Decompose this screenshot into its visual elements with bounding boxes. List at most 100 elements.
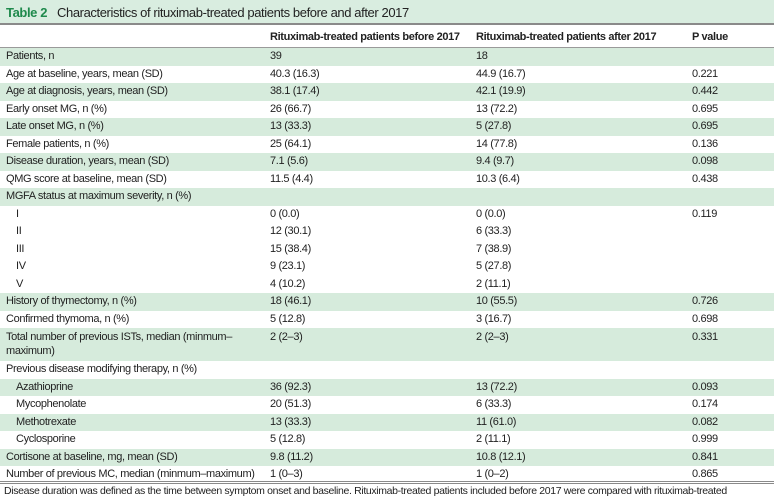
row-label: V [16, 277, 23, 290]
table-row: Age at diagnosis, years, mean (SD) 38.1 (… [0, 83, 774, 101]
table-row: Cyclosporine 5 (12.8) 2 (11.1) 0.999 [0, 431, 774, 449]
p-value: 0.438 [692, 172, 718, 185]
p-value: 0.136 [692, 137, 718, 150]
row-label: Age at baseline, years, mean (SD) [6, 67, 163, 80]
value-after-2017: 10.3 (6.4) [476, 172, 520, 185]
row-label: Confirmed thymoma, n (%) [6, 312, 130, 325]
value-after-2017: 7 (38.9) [476, 242, 512, 255]
value-before-2017: 1 (0–3) [270, 468, 303, 480]
value-before-2017: 38.1 (17.4) [270, 83, 476, 101]
row-label: II [16, 225, 22, 237]
p-value: 0.093 [692, 378, 774, 396]
row-label: History of thymectomy, n (%) [0, 293, 270, 311]
value-after-2017: 9.4 (9.7) [476, 153, 692, 171]
p-value [692, 47, 774, 66]
p-value: 0.841 [692, 448, 774, 466]
header-before-2017: Rituximab-treated patients before 2017 [270, 26, 476, 48]
table-row: Previous disease modifying therapy, n (%… [0, 361, 774, 379]
row-label: Cyclosporine [16, 433, 76, 445]
p-value: 0.999 [692, 433, 718, 445]
row-label: Patients, n [0, 47, 270, 66]
row-label: Azathioprine [0, 378, 270, 396]
value-after-2017: 44.9 (16.7) [476, 67, 526, 80]
table-row: Azathioprine 36 (92.3) 13 (72.2) 0.093 [0, 378, 774, 396]
table-row: Mycophenolate 20 (51.3) 6 (33.3) 0.174 [0, 396, 774, 414]
row-label: Methotrexate [0, 413, 270, 431]
value-before-2017: 7.1 (5.6) [270, 153, 476, 171]
value-before-2017: 11.5 (4.4) [270, 172, 313, 185]
table-row: Confirmed thymoma, n (%) 5 (12.8) 3 (16.7)… [0, 311, 774, 329]
value-after-2017: 2 (11.1) [476, 277, 511, 290]
value-before-2017: 13 (33.3) [270, 413, 476, 431]
p-value: 0.442 [692, 83, 774, 101]
value-before-2017: 20 (51.3) [270, 398, 311, 410]
row-label: I [16, 207, 19, 220]
p-value: 0.098 [692, 153, 774, 171]
value-after-2017: 5 (27.8) [476, 118, 692, 136]
row-label: Previous disease modifying therapy, n (%… [6, 363, 197, 375]
value-before-2017: 4 (10.2) [270, 277, 306, 290]
header-p-value: P value [692, 26, 774, 48]
value-after-2017: 14 (77.8) [476, 137, 517, 150]
p-value [692, 223, 774, 241]
row-label: Cortisone at baseline, mg, mean (SD) [0, 448, 270, 466]
p-value: 0.082 [692, 413, 774, 431]
table-row: Disease duration, years, mean (SD) 7.1 (5… [0, 153, 774, 171]
table-footnote: Disease duration was defined as the time… [4, 485, 727, 497]
table-row: QMG score at baseline, mean (SD) 11.5 (4.… [0, 171, 774, 189]
value-after-2017: 0 (0.0) [476, 207, 506, 220]
value-before-2017: 9.8 (11.2) [270, 448, 476, 466]
value-before-2017: 5 (12.8) [270, 312, 306, 325]
value-after-2017 [476, 188, 692, 206]
value-before-2017: 5 (12.8) [270, 433, 306, 445]
table-row: Methotrexate 13 (33.3) 11 (61.0) 0.082 [0, 413, 774, 431]
table-bottom-rule [0, 481, 774, 484]
value-after-2017: 18 [476, 47, 692, 66]
value-after-2017: 1 (0–2) [476, 468, 509, 480]
value-after-2017: 42.1 (19.9) [476, 83, 692, 101]
p-value [692, 258, 774, 276]
row-label: Mycophenolate [16, 398, 87, 410]
value-after-2017: 5 (27.8) [476, 260, 512, 272]
value-before-2017: 2 (2–3) [270, 328, 476, 361]
p-value: 0.331 [692, 328, 774, 361]
value-after-2017: 3 (16.7) [476, 312, 512, 325]
row-label: Total number of previous ISTs, median (m… [0, 328, 270, 361]
table-row: II 12 (30.1) 6 (33.3) [0, 223, 774, 241]
value-after-2017: 10.8 (12.1) [476, 448, 692, 466]
value-before-2017: 25 (64.1) [270, 137, 311, 150]
value-before-2017: 36 (92.3) [270, 378, 476, 396]
table-row: Total number of previous ISTs, median (m… [0, 328, 774, 361]
value-before-2017: 26 (66.7) [270, 102, 311, 115]
table-number: Table 2 [6, 5, 48, 20]
value-after-2017: 2 (11.1) [476, 433, 511, 445]
header-label [0, 26, 270, 48]
table-row: III 15 (38.4) 7 (38.9) [0, 241, 774, 259]
value-before-2017: 0 (0.0) [270, 207, 300, 220]
p-value [692, 241, 774, 259]
header-row: Rituximab-treated patients before 2017 R… [0, 26, 774, 48]
value-after-2017: 13 (72.2) [476, 378, 692, 396]
value-after-2017 [476, 361, 692, 379]
value-before-2017: 18 (46.1) [270, 293, 476, 311]
table-row: Early onset MG, n (%) 26 (66.7) 13 (72.2) 0… [0, 101, 774, 119]
table-row: V 4 (10.2) 2 (11.1) [0, 276, 774, 294]
value-after-2017: 11 (61.0) [476, 413, 692, 431]
p-value: 0.865 [692, 468, 718, 480]
table-row: MGFA status at maximum severity, n (%) [0, 188, 774, 206]
row-label: QMG score at baseline, mean (SD) [6, 172, 167, 185]
table-row: Number of previous MC, median (minmum–ma… [0, 466, 774, 484]
p-value [692, 188, 774, 206]
table-row: I 0 (0.0) 0 (0.0) 0.119 [0, 206, 774, 224]
header-after-2017: Rituximab-treated patients after 2017 [476, 26, 692, 48]
p-value: 0.174 [692, 398, 718, 410]
row-label: Late onset MG, n (%) [0, 118, 270, 136]
value-before-2017: 9 (23.1) [270, 260, 306, 272]
row-label: Age at diagnosis, years, mean (SD) [0, 83, 270, 101]
row-label: III [16, 242, 25, 255]
table-row: History of thymectomy, n (%) 18 (46.1) 10 … [0, 293, 774, 311]
table-row: Female patients, n (%) 25 (64.1) 14 (77.8)… [0, 136, 774, 154]
p-value: 0.726 [692, 293, 774, 311]
table-row: Late onset MG, n (%) 13 (33.3) 5 (27.8) 0.6… [0, 118, 774, 136]
table-row: IV 9 (23.1) 5 (27.8) [0, 258, 774, 276]
